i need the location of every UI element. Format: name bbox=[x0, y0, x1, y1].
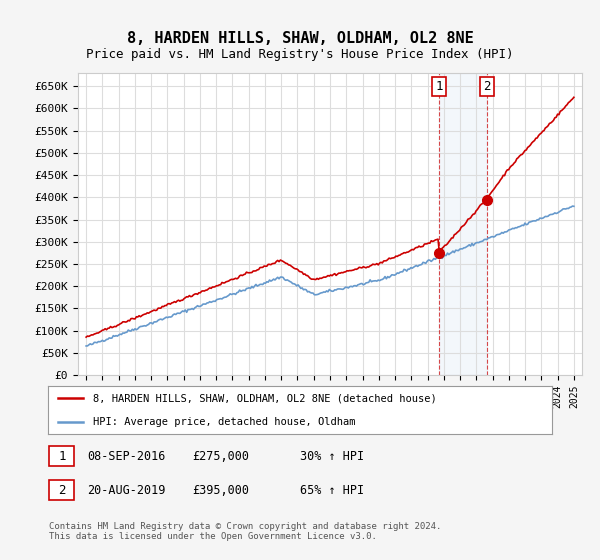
Text: £275,000: £275,000 bbox=[192, 450, 249, 463]
Text: 2: 2 bbox=[58, 483, 65, 497]
Text: 30% ↑ HPI: 30% ↑ HPI bbox=[300, 450, 364, 463]
Text: Price paid vs. HM Land Registry's House Price Index (HPI): Price paid vs. HM Land Registry's House … bbox=[86, 48, 514, 60]
Bar bbox=[439, 73, 487, 375]
Text: HPI: Average price, detached house, Oldham: HPI: Average price, detached house, Oldh… bbox=[94, 417, 356, 427]
FancyBboxPatch shape bbox=[49, 480, 74, 500]
Text: 65% ↑ HPI: 65% ↑ HPI bbox=[300, 483, 364, 497]
Text: 08-SEP-2016: 08-SEP-2016 bbox=[87, 450, 166, 463]
Text: 2: 2 bbox=[483, 80, 491, 92]
Text: 20-AUG-2019: 20-AUG-2019 bbox=[87, 483, 166, 497]
Text: Contains HM Land Registry data © Crown copyright and database right 2024.
This d: Contains HM Land Registry data © Crown c… bbox=[49, 522, 442, 542]
Text: 1: 1 bbox=[58, 450, 65, 463]
FancyBboxPatch shape bbox=[49, 446, 74, 466]
Text: £395,000: £395,000 bbox=[192, 483, 249, 497]
Text: 8, HARDEN HILLS, SHAW, OLDHAM, OL2 8NE: 8, HARDEN HILLS, SHAW, OLDHAM, OL2 8NE bbox=[127, 31, 473, 46]
Text: 1: 1 bbox=[436, 80, 443, 92]
Text: 8, HARDEN HILLS, SHAW, OLDHAM, OL2 8NE (detached house): 8, HARDEN HILLS, SHAW, OLDHAM, OL2 8NE (… bbox=[94, 393, 437, 403]
